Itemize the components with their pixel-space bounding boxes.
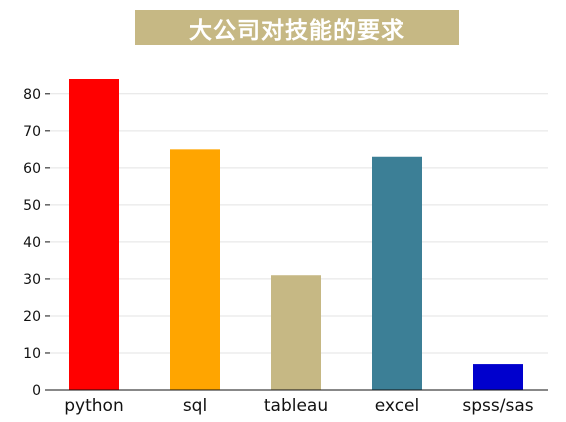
bar-sql [170, 149, 220, 390]
y-tick-label: 10 [23, 346, 41, 362]
x-tick-labels: python sql tableau excel spss/sas [64, 396, 533, 416]
x-tick-label: tableau [264, 396, 328, 416]
x-tick-label: excel [375, 396, 419, 416]
bar-spss-sas [473, 364, 523, 390]
bars [69, 79, 523, 390]
y-tick-label: 0 [32, 383, 41, 399]
bar-tableau [271, 275, 321, 390]
bar-excel [372, 156, 422, 390]
x-tick-label: sql [183, 396, 207, 416]
x-tick-label: spss/sas [462, 396, 533, 416]
chart-title-box: 大公司对技能的要求 [135, 10, 459, 45]
y-tick-labels: 0 10 20 30 40 50 60 70 80 [23, 87, 41, 399]
y-tick-label: 70 [23, 124, 41, 140]
x-tick-label: python [64, 396, 123, 416]
bar-python [69, 79, 119, 390]
y-tick-label: 80 [23, 87, 41, 103]
grid-lines [45, 93, 548, 391]
y-tick-label: 50 [23, 198, 41, 214]
y-tick-label: 40 [23, 235, 41, 251]
y-tick-label: 30 [23, 272, 41, 288]
y-tick-label: 20 [23, 309, 41, 325]
y-tick-label: 60 [23, 161, 41, 177]
chart-title: 大公司对技能的要求 [189, 17, 405, 44]
